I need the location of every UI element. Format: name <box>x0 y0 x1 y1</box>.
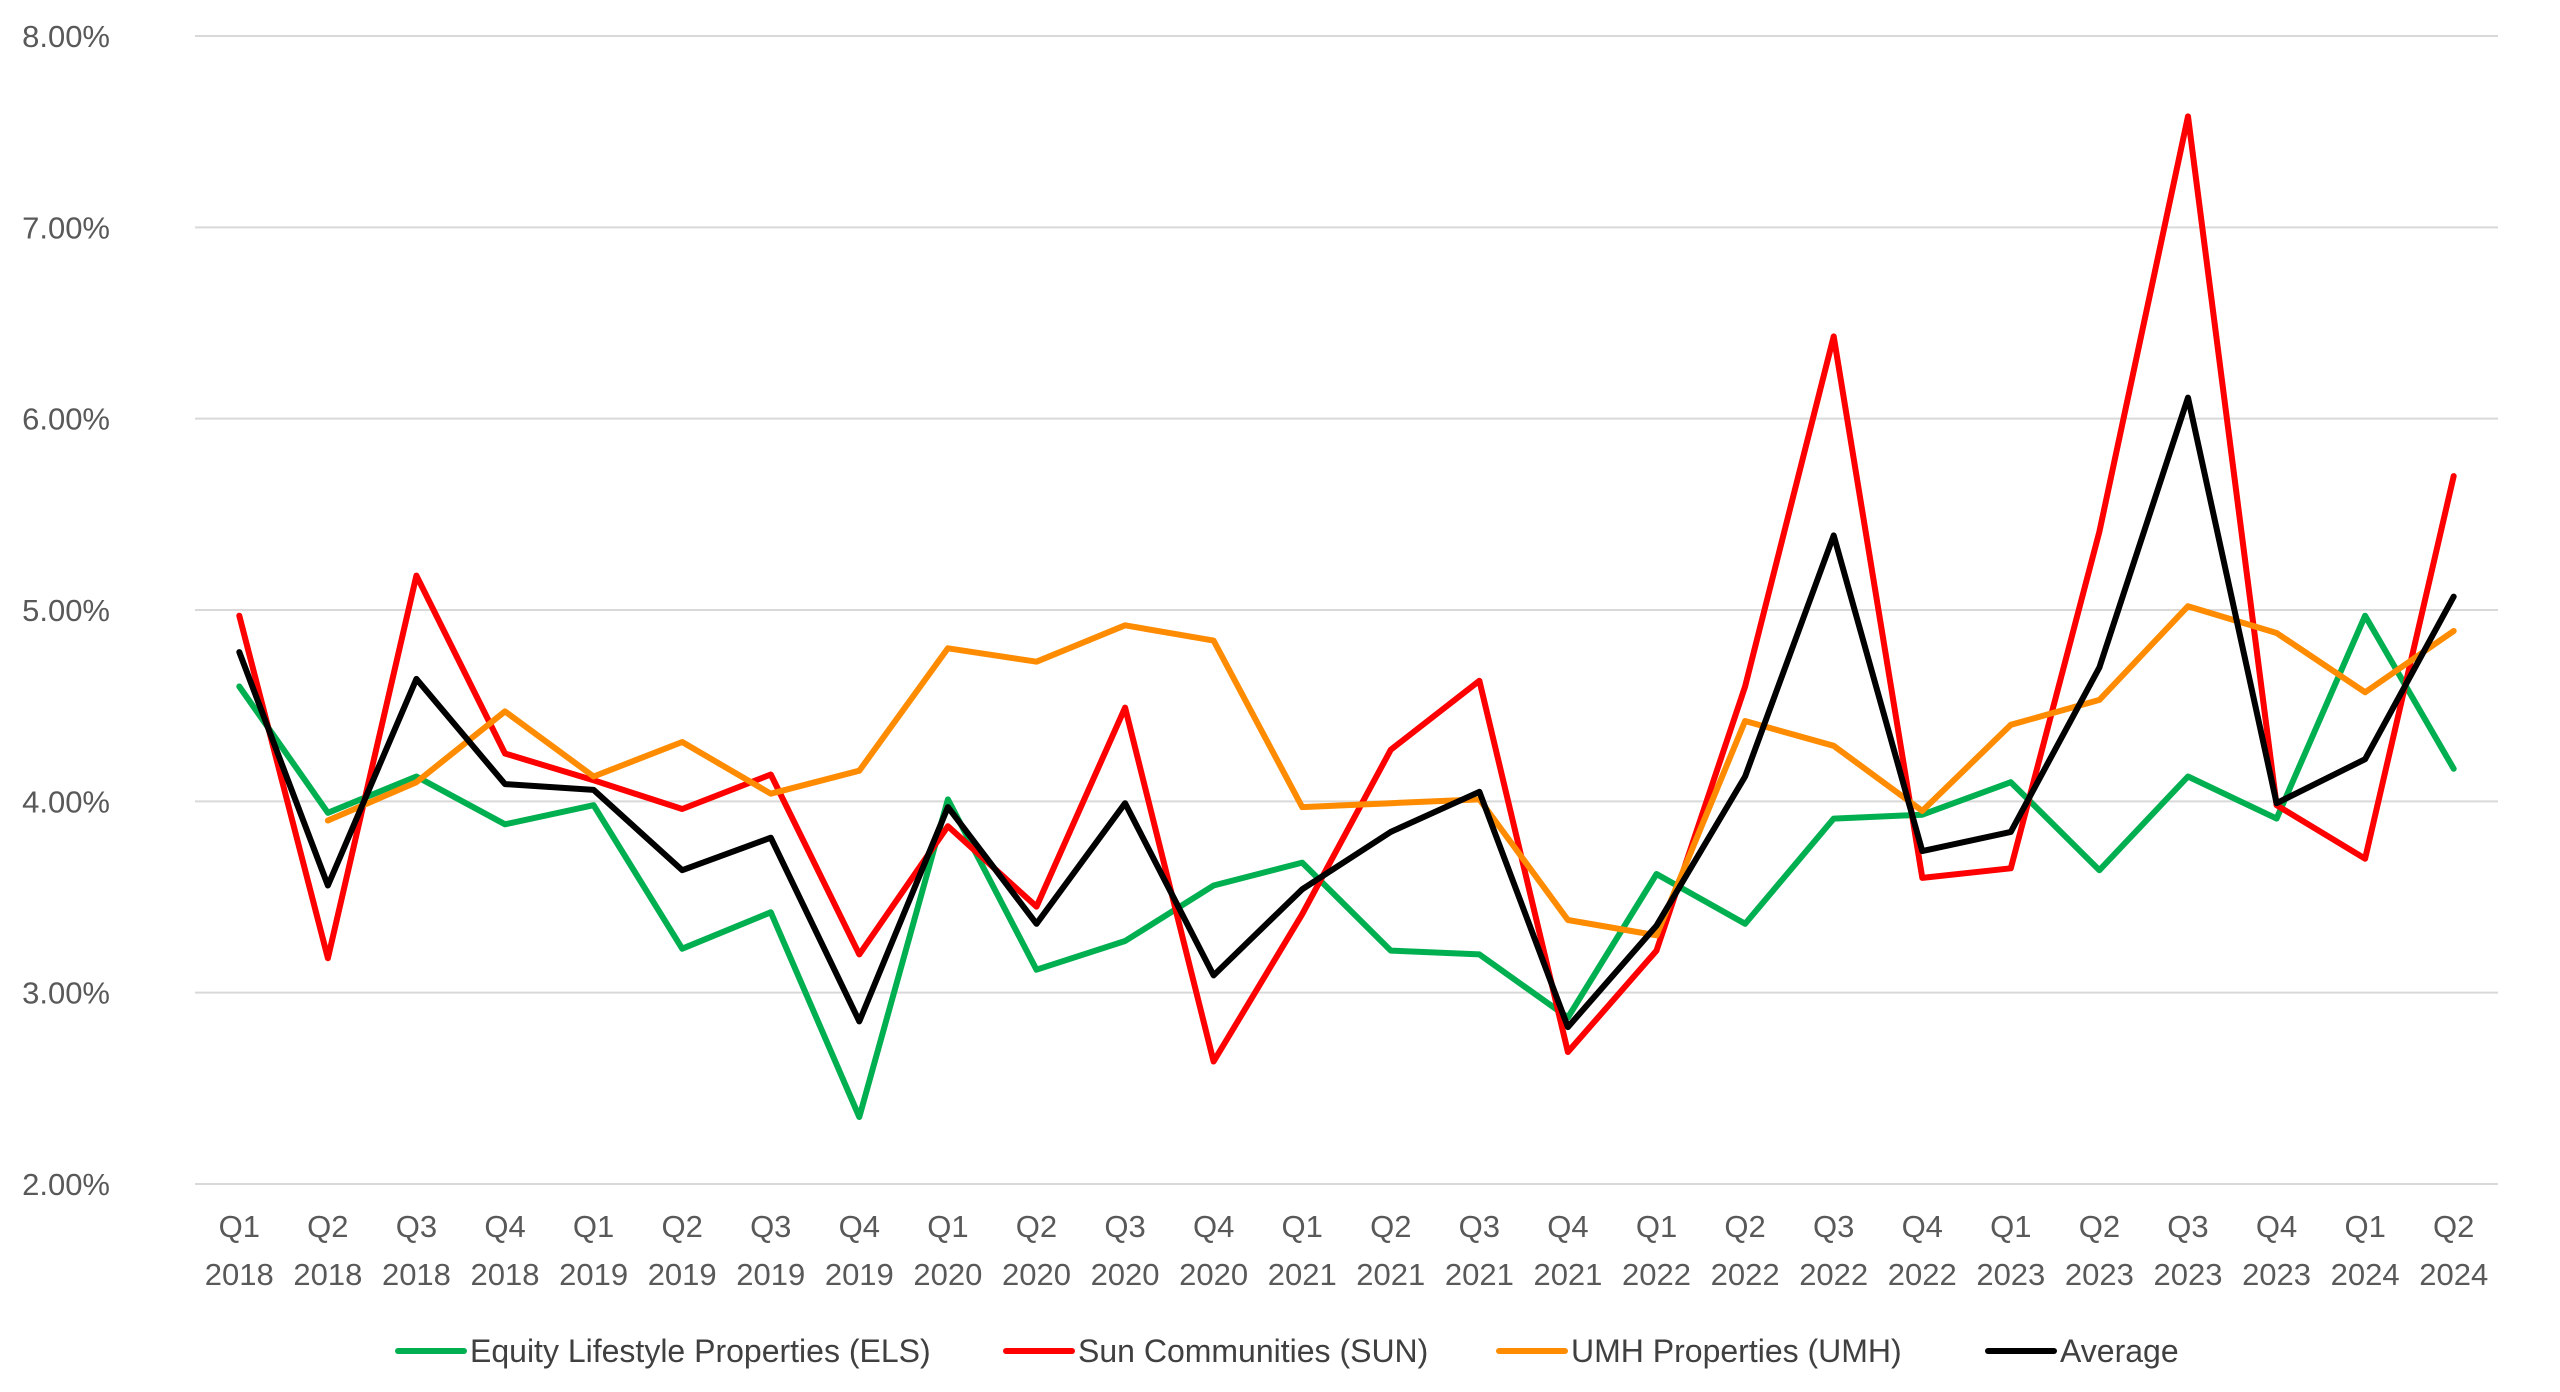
legend-label: Equity Lifestyle Properties (ELS) <box>470 1333 931 1369</box>
y-axis-tick-labels: 2.00% 3.00% 4.00% 5.00% 6.00% 7.00% 8.00% <box>22 19 110 1202</box>
gridlines <box>195 35 2498 1185</box>
x-tick-label: 2022 <box>1622 1257 1691 1292</box>
x-tick-label: 2020 <box>1002 1257 1071 1292</box>
y-tick-label: 8.00% <box>22 19 110 54</box>
x-tick-label: 2022 <box>1799 1257 1868 1292</box>
x-tick-label: 2022 <box>1711 1257 1780 1292</box>
x-tick-label: Q1 <box>1282 1209 1323 1244</box>
x-tick-label: Q1 <box>927 1209 968 1244</box>
x-tick-label: Q2 <box>2079 1209 2120 1244</box>
x-tick-label: Q2 <box>1016 1209 1057 1244</box>
x-tick-label: Q4 <box>1193 1209 1234 1244</box>
x-tick-label: 2018 <box>471 1257 540 1292</box>
y-tick-label: 7.00% <box>22 210 110 245</box>
x-tick-label: Q4 <box>1902 1209 1943 1244</box>
x-tick-label: Q3 <box>396 1209 437 1244</box>
x-tick-label: Q3 <box>750 1209 791 1244</box>
x-tick-label: 2021 <box>1445 1257 1514 1292</box>
series-line-2 <box>324 603 2457 939</box>
x-tick-label: 2018 <box>382 1257 451 1292</box>
x-tick-label: Q2 <box>2433 1209 2474 1244</box>
series-line-3 <box>236 394 2457 1031</box>
x-tick-label: 2021 <box>1533 1257 1602 1292</box>
x-axis-tick-labels: Q1 2018 Q2 2018 Q3 2018 Q4 2018 Q1 2019 Q2 2019 Q3 20… <box>205 1209 2488 1292</box>
x-tick-label: Q4 <box>484 1209 525 1244</box>
x-tick-label: Q4 <box>839 1209 880 1244</box>
x-tick-label: Q2 <box>1724 1209 1765 1244</box>
x-tick-label: Q2 <box>661 1209 702 1244</box>
x-tick-label: Q1 <box>573 1209 614 1244</box>
y-tick-label: 2.00% <box>22 1167 110 1202</box>
x-tick-label: 2023 <box>2065 1257 2134 1292</box>
x-tick-label: 2023 <box>1976 1257 2045 1292</box>
x-tick-label: 2020 <box>1091 1257 1160 1292</box>
x-tick-label: 2024 <box>2419 1257 2488 1292</box>
x-tick-label: 2018 <box>293 1257 362 1292</box>
x-tick-label: Q4 <box>1547 1209 1588 1244</box>
x-tick-label: 2019 <box>559 1257 628 1292</box>
x-tick-label: 2021 <box>1268 1257 1337 1292</box>
y-tick-label: 5.00% <box>22 593 110 628</box>
x-tick-label: Q3 <box>1813 1209 1854 1244</box>
x-tick-label: 2023 <box>2242 1257 2311 1292</box>
x-tick-label: 2023 <box>2153 1257 2222 1292</box>
x-tick-label: 2018 <box>205 1257 274 1292</box>
x-tick-label: Q1 <box>2344 1209 2385 1244</box>
legend-label: Average <box>2060 1333 2179 1369</box>
x-tick-label: Q1 <box>1990 1209 2031 1244</box>
y-tick-label: 4.00% <box>22 784 110 819</box>
x-tick-label: Q2 <box>1370 1209 1411 1244</box>
x-tick-label: 2024 <box>2331 1257 2400 1292</box>
series-line-1 <box>236 113 2457 1065</box>
x-tick-label: 2019 <box>825 1257 894 1292</box>
x-tick-label: Q4 <box>2256 1209 2297 1244</box>
x-tick-label: Q1 <box>1636 1209 1677 1244</box>
series-lines <box>236 113 2457 1120</box>
series-line-0 <box>236 612 2457 1120</box>
x-tick-label: 2019 <box>736 1257 805 1292</box>
x-tick-label: 2019 <box>648 1257 717 1292</box>
x-tick-label: Q3 <box>1459 1209 1500 1244</box>
x-tick-label: 2022 <box>1888 1257 1957 1292</box>
legend-label: Sun Communities (SUN) <box>1078 1333 1428 1369</box>
x-tick-label: Q3 <box>2167 1209 2208 1244</box>
legend-label: UMH Properties (UMH) <box>1571 1333 1902 1369</box>
x-tick-label: Q1 <box>219 1209 260 1244</box>
y-tick-label: 3.00% <box>22 976 110 1011</box>
x-tick-label: 2020 <box>913 1257 982 1292</box>
legend: Equity Lifestyle Properties (ELS) Sun Com… <box>395 1333 2179 1369</box>
x-tick-label: Q3 <box>1104 1209 1145 1244</box>
x-tick-label: 2020 <box>1179 1257 1248 1292</box>
y-tick-label: 6.00% <box>22 402 110 437</box>
x-tick-label: 2021 <box>1356 1257 1425 1292</box>
x-tick-label: Q2 <box>307 1209 348 1244</box>
